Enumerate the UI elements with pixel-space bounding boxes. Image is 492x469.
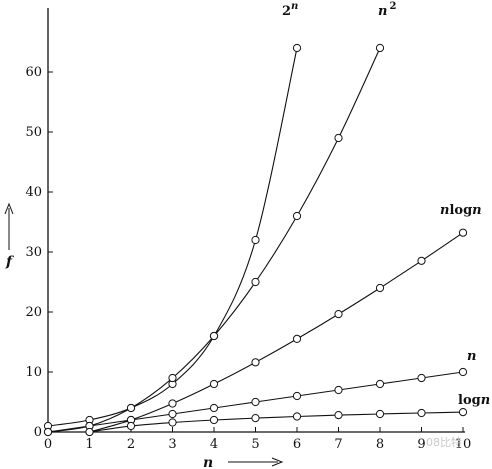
data-point — [126, 421, 136, 431]
x-tick-label: 0 — [44, 437, 52, 452]
series-line-n^2 — [47, 47, 381, 433]
data-point — [417, 408, 426, 418]
series-line-logn — [89, 411, 464, 433]
data-point — [168, 399, 177, 408]
series-label-base: n — [378, 4, 387, 19]
data-point — [292, 412, 302, 421]
x-tick-label: 4 — [210, 437, 218, 452]
x-tick-label: 1 — [85, 437, 93, 452]
y-axis-arrow — [4, 202, 14, 250]
series-label-log: log — [449, 203, 472, 218]
series-line-nlogn — [89, 232, 464, 433]
x-tick-label: 5 — [251, 437, 259, 452]
series-label-n: n — [440, 203, 449, 218]
data-point — [209, 403, 219, 413]
series-label: logn — [458, 393, 490, 408]
y-tick-label: 10 — [25, 365, 42, 380]
x-tick-label: 2 — [127, 437, 135, 452]
y-tick-label: 60 — [25, 65, 42, 80]
data-point — [209, 379, 219, 389]
series-label-log: log — [458, 393, 481, 408]
data-point — [375, 409, 385, 419]
ticks: 0 1 2 3 4 5 6 7 8 9 10 0 10 20 30 40 50 60 — [25, 65, 471, 452]
axes — [47, 8, 465, 433]
data-point — [126, 403, 136, 413]
data-point — [458, 228, 468, 237]
series-label-exponent: 2 — [389, 1, 396, 12]
curves — [47, 47, 464, 433]
y-axis-label: f — [5, 254, 15, 270]
y-tick-label: 50 — [25, 125, 42, 140]
series-line-2^n — [47, 47, 298, 427]
data-point — [334, 411, 343, 420]
data-point — [334, 385, 343, 395]
data-point — [251, 397, 260, 407]
data-point — [168, 373, 177, 383]
data-point — [375, 283, 385, 293]
x-axis-arrow — [228, 457, 284, 467]
x-tick-label: 7 — [334, 437, 342, 452]
data-point — [168, 409, 177, 419]
data-point — [292, 391, 302, 401]
series-label-arg: n — [472, 203, 481, 218]
markers — [43, 43, 468, 437]
series-label: nlogn — [440, 203, 482, 218]
y-tick-label: 30 — [25, 245, 42, 260]
watermark-text: 08比特 — [426, 435, 462, 449]
data-point — [43, 427, 53, 437]
data-point — [251, 277, 260, 287]
series-label: 2n — [282, 1, 298, 19]
data-point — [251, 414, 260, 423]
data-point — [375, 43, 385, 53]
x-tick-label: 8 — [376, 437, 384, 452]
data-point — [292, 334, 302, 343]
data-point — [375, 379, 385, 389]
x-tick-label: 10 — [455, 437, 472, 452]
data-point — [168, 418, 177, 427]
y-tick-label: 20 — [25, 305, 42, 320]
y-tick-label: 40 — [25, 185, 42, 200]
data-point — [251, 235, 260, 245]
x-tick-label: 9 — [417, 437, 425, 452]
data-point — [251, 358, 260, 367]
data-point — [458, 367, 468, 377]
series-label-arg: n — [481, 393, 490, 408]
y-tick-label: 0 — [34, 425, 42, 440]
data-point — [292, 211, 302, 221]
series-label-exponent: n — [291, 1, 298, 12]
data-point — [334, 310, 343, 319]
series-label-base: 2 — [282, 4, 291, 19]
x-tick-label: 3 — [168, 437, 176, 452]
series-label-n: n — [467, 349, 476, 364]
data-point — [209, 415, 219, 425]
series-label: n — [467, 349, 476, 364]
data-point — [417, 373, 426, 383]
data-point — [292, 43, 302, 53]
x-axis-label: n — [203, 455, 213, 469]
data-point — [334, 133, 343, 143]
data-point — [417, 256, 426, 265]
data-point — [209, 331, 219, 341]
data-point — [85, 427, 94, 437]
x-tick-label: 6 — [293, 437, 301, 452]
data-point — [458, 408, 468, 417]
